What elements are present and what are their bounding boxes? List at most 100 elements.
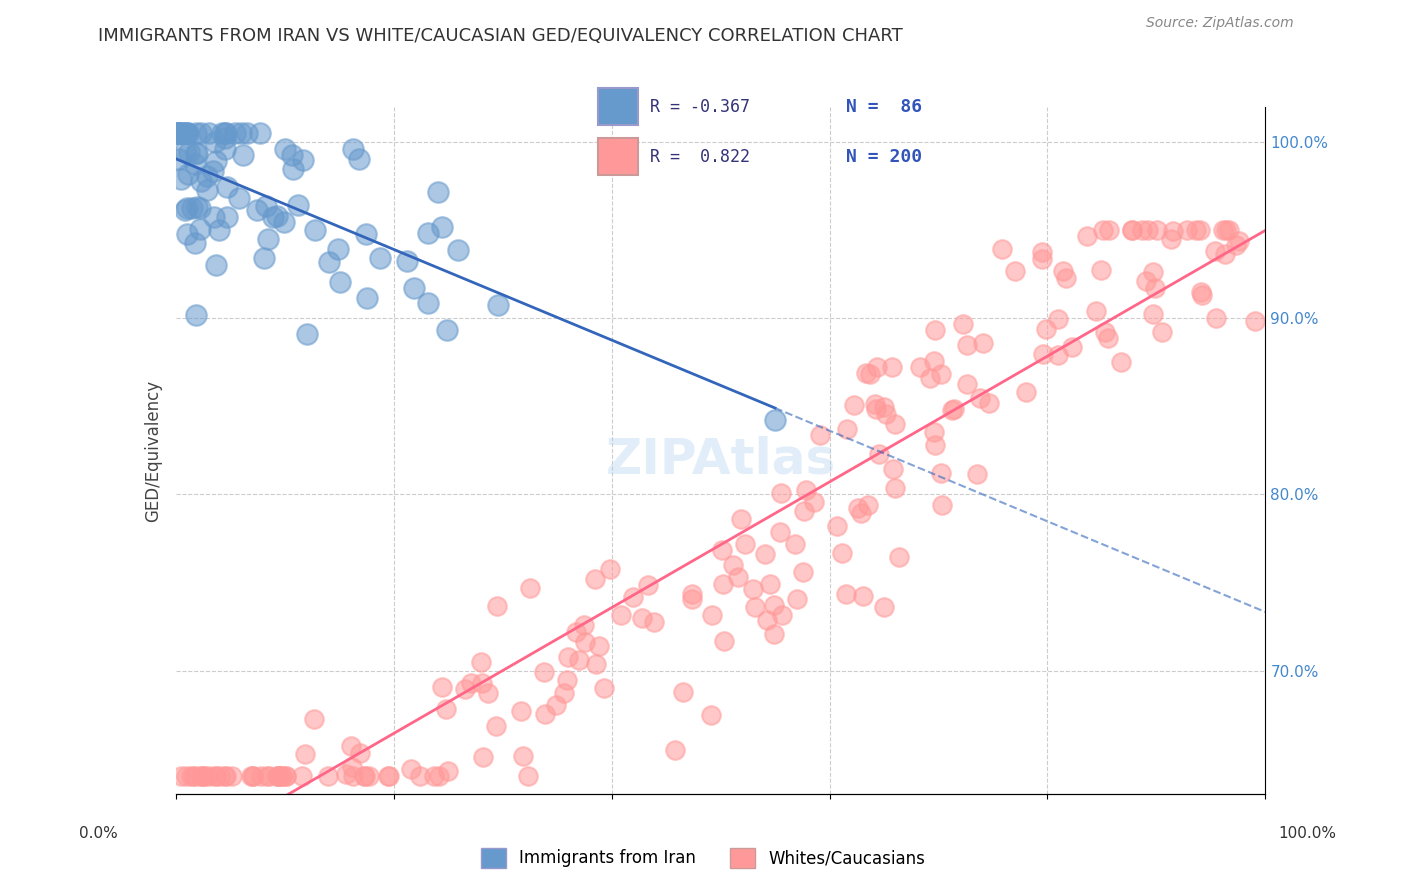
Point bbox=[349, 152, 371, 166]
Point bbox=[966, 467, 988, 481]
Point bbox=[808, 427, 831, 442]
Point bbox=[262, 210, 284, 224]
Point bbox=[762, 599, 785, 613]
Point bbox=[166, 127, 188, 141]
Point bbox=[672, 685, 695, 699]
Point bbox=[681, 587, 703, 601]
Point bbox=[304, 223, 326, 237]
Text: R =  0.822: R = 0.822 bbox=[650, 148, 749, 166]
Point bbox=[887, 549, 910, 564]
Point bbox=[204, 258, 226, 272]
Point bbox=[176, 127, 198, 141]
Point bbox=[170, 769, 193, 783]
Point bbox=[181, 201, 204, 215]
Point bbox=[803, 495, 825, 509]
Point bbox=[194, 769, 217, 783]
Point bbox=[198, 127, 221, 141]
Point bbox=[883, 481, 905, 495]
Point bbox=[873, 600, 896, 615]
Point bbox=[437, 764, 460, 778]
Point bbox=[228, 192, 250, 206]
Point bbox=[399, 762, 422, 776]
Point bbox=[924, 438, 946, 452]
Point bbox=[257, 769, 280, 783]
Point bbox=[929, 367, 952, 381]
Point bbox=[318, 769, 340, 783]
Point bbox=[184, 309, 207, 323]
Point bbox=[318, 254, 340, 268]
Point bbox=[1052, 264, 1074, 278]
Point bbox=[291, 769, 314, 783]
Point bbox=[190, 769, 212, 783]
Point bbox=[1098, 223, 1121, 237]
Point bbox=[599, 562, 621, 576]
Point bbox=[972, 335, 994, 350]
Point bbox=[354, 227, 377, 242]
Point bbox=[875, 407, 897, 421]
Point bbox=[1054, 270, 1077, 285]
Point bbox=[952, 317, 974, 331]
Point bbox=[295, 327, 318, 342]
Point bbox=[786, 592, 808, 607]
Point bbox=[943, 401, 966, 416]
Point bbox=[1225, 238, 1247, 252]
Point bbox=[793, 504, 815, 518]
Point bbox=[204, 136, 226, 150]
Point bbox=[783, 536, 806, 550]
Point bbox=[1161, 224, 1184, 238]
Point bbox=[229, 127, 252, 141]
Point bbox=[1092, 223, 1115, 237]
Point bbox=[727, 570, 749, 584]
Point bbox=[274, 143, 297, 157]
Point bbox=[533, 665, 555, 680]
Point bbox=[918, 370, 941, 384]
Point bbox=[868, 447, 890, 461]
Point bbox=[176, 202, 198, 216]
Point bbox=[423, 769, 446, 783]
Point bbox=[430, 680, 453, 694]
Point bbox=[882, 359, 904, 374]
Point bbox=[181, 769, 204, 783]
Point bbox=[756, 613, 779, 627]
Text: Source: ZipAtlas.com: Source: ZipAtlas.com bbox=[1146, 16, 1294, 29]
Point bbox=[846, 500, 869, 515]
Point bbox=[512, 749, 534, 764]
Point bbox=[217, 210, 239, 224]
Point bbox=[170, 127, 193, 141]
Point bbox=[409, 769, 432, 783]
Point bbox=[568, 653, 591, 667]
Point bbox=[852, 589, 875, 603]
Point bbox=[176, 227, 198, 242]
Point bbox=[183, 157, 205, 171]
Point bbox=[193, 769, 215, 783]
Point bbox=[188, 202, 211, 216]
Point bbox=[267, 769, 290, 783]
Point bbox=[908, 359, 931, 374]
Point bbox=[329, 275, 352, 289]
Point bbox=[427, 186, 450, 200]
Point bbox=[166, 127, 188, 141]
Point bbox=[177, 145, 200, 159]
Point bbox=[357, 769, 380, 783]
Point bbox=[557, 649, 579, 664]
Point bbox=[167, 127, 190, 141]
Point bbox=[1227, 234, 1250, 248]
Point bbox=[1189, 223, 1212, 237]
Point bbox=[1047, 311, 1070, 326]
Point bbox=[1142, 265, 1164, 279]
Point bbox=[574, 634, 596, 648]
Point bbox=[471, 676, 494, 690]
Point bbox=[1076, 228, 1098, 243]
Point bbox=[167, 127, 190, 141]
Point bbox=[184, 146, 207, 161]
Point bbox=[353, 769, 375, 783]
Point bbox=[1212, 223, 1234, 237]
Point bbox=[454, 681, 477, 696]
FancyBboxPatch shape bbox=[599, 88, 638, 126]
Point bbox=[281, 162, 304, 177]
Point bbox=[240, 769, 263, 783]
Point bbox=[884, 417, 907, 431]
Point bbox=[519, 582, 541, 596]
Point bbox=[941, 403, 963, 417]
Point bbox=[173, 127, 195, 141]
